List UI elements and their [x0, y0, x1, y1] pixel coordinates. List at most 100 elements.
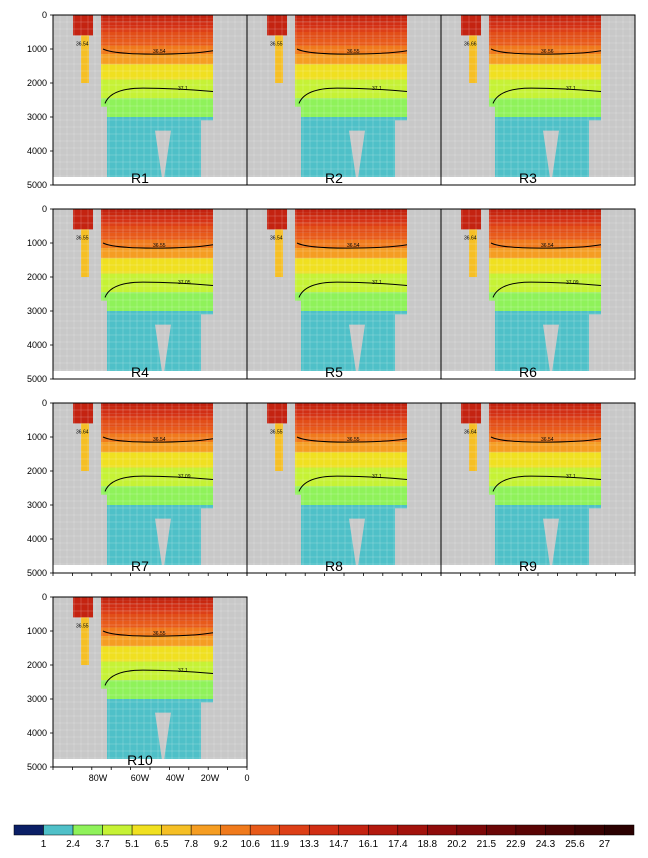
ocean-layer	[489, 239, 601, 249]
ocean-layer	[101, 433, 213, 443]
ocean-layer	[101, 311, 213, 379]
contour-line	[104, 475, 214, 492]
contour-label: 36.55	[347, 437, 360, 443]
ocean-layer	[295, 18, 407, 22]
ocean-layer	[101, 79, 213, 99]
panel-frame	[440, 14, 636, 186]
contour-line	[104, 281, 214, 298]
ocean-layer	[101, 273, 213, 293]
shelf-column	[73, 597, 93, 618]
shelf-column	[469, 423, 477, 471]
y-tick-label: 5000	[27, 374, 47, 384]
panel-body: 36.55 36.55 37.05	[53, 209, 247, 379]
ocean-layer	[101, 15, 213, 19]
contour-label: 37.1	[372, 280, 382, 286]
panel-body: 36.55 36.55 37.1	[53, 597, 247, 767]
contour-line	[104, 669, 214, 686]
ocean-layer	[101, 403, 213, 407]
colorbar-label: 6.5	[155, 839, 169, 850]
ocean-layer	[295, 117, 407, 185]
panel-body: 36.54 36.54 37.1	[53, 15, 247, 185]
panel: 36.64 36.54 37.09 R6	[440, 208, 636, 380]
missing-band	[53, 177, 247, 185]
ocean-layer	[489, 15, 601, 19]
ocean-layer	[101, 452, 213, 468]
colorbar-swatch	[161, 824, 192, 836]
colorbar-swatch	[368, 824, 399, 836]
ocean-layer	[101, 661, 213, 681]
y-tick-label: 4000	[27, 146, 47, 156]
x-tick-label: 80W	[89, 773, 108, 783]
land-mass	[589, 120, 601, 185]
ocean-layer	[101, 54, 213, 65]
contour-line	[296, 242, 408, 249]
ocean-layer	[489, 426, 601, 434]
panel-label: R6	[519, 364, 537, 380]
contour-line	[490, 436, 602, 443]
panel-body: 36.55 36.55 37.1	[247, 403, 441, 573]
colorbar-swatch	[102, 824, 133, 836]
land-mass	[489, 494, 495, 573]
land-mass	[295, 300, 301, 379]
y-tick-label: 3000	[27, 694, 47, 704]
y-tick-label: 1000	[27, 44, 47, 54]
colorbar-swatch	[308, 824, 340, 836]
land-mass	[395, 120, 407, 185]
ocean-layer	[101, 627, 213, 637]
ocean-layer	[295, 28, 407, 32]
contour-line	[492, 281, 602, 298]
ocean-layer	[101, 603, 213, 608]
ocean-layer	[101, 680, 213, 699]
colorbar-swatch	[279, 824, 310, 836]
shelf-column	[81, 229, 89, 277]
colorbar-label: 25.6	[565, 839, 585, 850]
land-mass	[101, 494, 107, 573]
x-axis: 80W 60W 40W 20W 0	[89, 773, 250, 783]
ocean-layer	[489, 79, 601, 99]
ocean-layer	[101, 219, 213, 223]
missing-band	[53, 565, 247, 573]
panel: 36.55 36.55 37.1 R2	[246, 14, 442, 186]
ocean-layer	[489, 311, 601, 379]
land-mass	[155, 130, 171, 185]
ocean-layer	[101, 117, 213, 185]
panel: 36.55 36.55 37.1 R10 0 1000 2000 3000 4000 5000	[27, 592, 248, 772]
ocean-layer	[489, 117, 601, 185]
ocean-layer	[101, 258, 213, 274]
ocean-layer	[101, 620, 213, 628]
ocean-layer	[295, 486, 407, 505]
ocean-layer	[489, 38, 601, 46]
panel-label: R5	[325, 364, 343, 380]
shelf-column	[73, 403, 93, 424]
y-tick-label: 0	[42, 398, 47, 408]
ocean-layer	[489, 54, 601, 65]
ocean-layer	[295, 248, 407, 259]
contour-line	[298, 475, 408, 492]
y-tick-label: 2000	[27, 272, 47, 282]
contour-label: 37.1	[178, 86, 188, 92]
shelf-column	[73, 209, 93, 230]
contour-label: 36.64	[76, 430, 89, 436]
panel-label: R2	[325, 170, 343, 186]
ocean-layer	[295, 273, 407, 293]
y-tick-label: 5000	[27, 568, 47, 578]
ocean-layer	[295, 409, 407, 414]
contour-label: 36.55	[270, 42, 283, 48]
land-mass	[543, 518, 559, 573]
ocean-layer	[101, 239, 213, 249]
colorbar-swatch	[397, 824, 428, 836]
y-tick-label: 4000	[27, 534, 47, 544]
colorbar-label: 13.3	[300, 839, 320, 850]
panel-frame	[440, 208, 636, 380]
ocean-layer	[295, 45, 407, 55]
ocean-layer	[101, 699, 213, 767]
ocean-layer	[101, 248, 213, 259]
ocean-layer	[489, 433, 601, 443]
ocean-layer	[489, 505, 601, 573]
x-tick-label: 60W	[131, 773, 150, 783]
y-tick-label: 3000	[27, 306, 47, 316]
land-mass	[349, 518, 365, 573]
colorbar-swatch	[13, 824, 44, 836]
colorbar-swatch	[456, 824, 487, 836]
ocean-layer	[101, 215, 213, 220]
